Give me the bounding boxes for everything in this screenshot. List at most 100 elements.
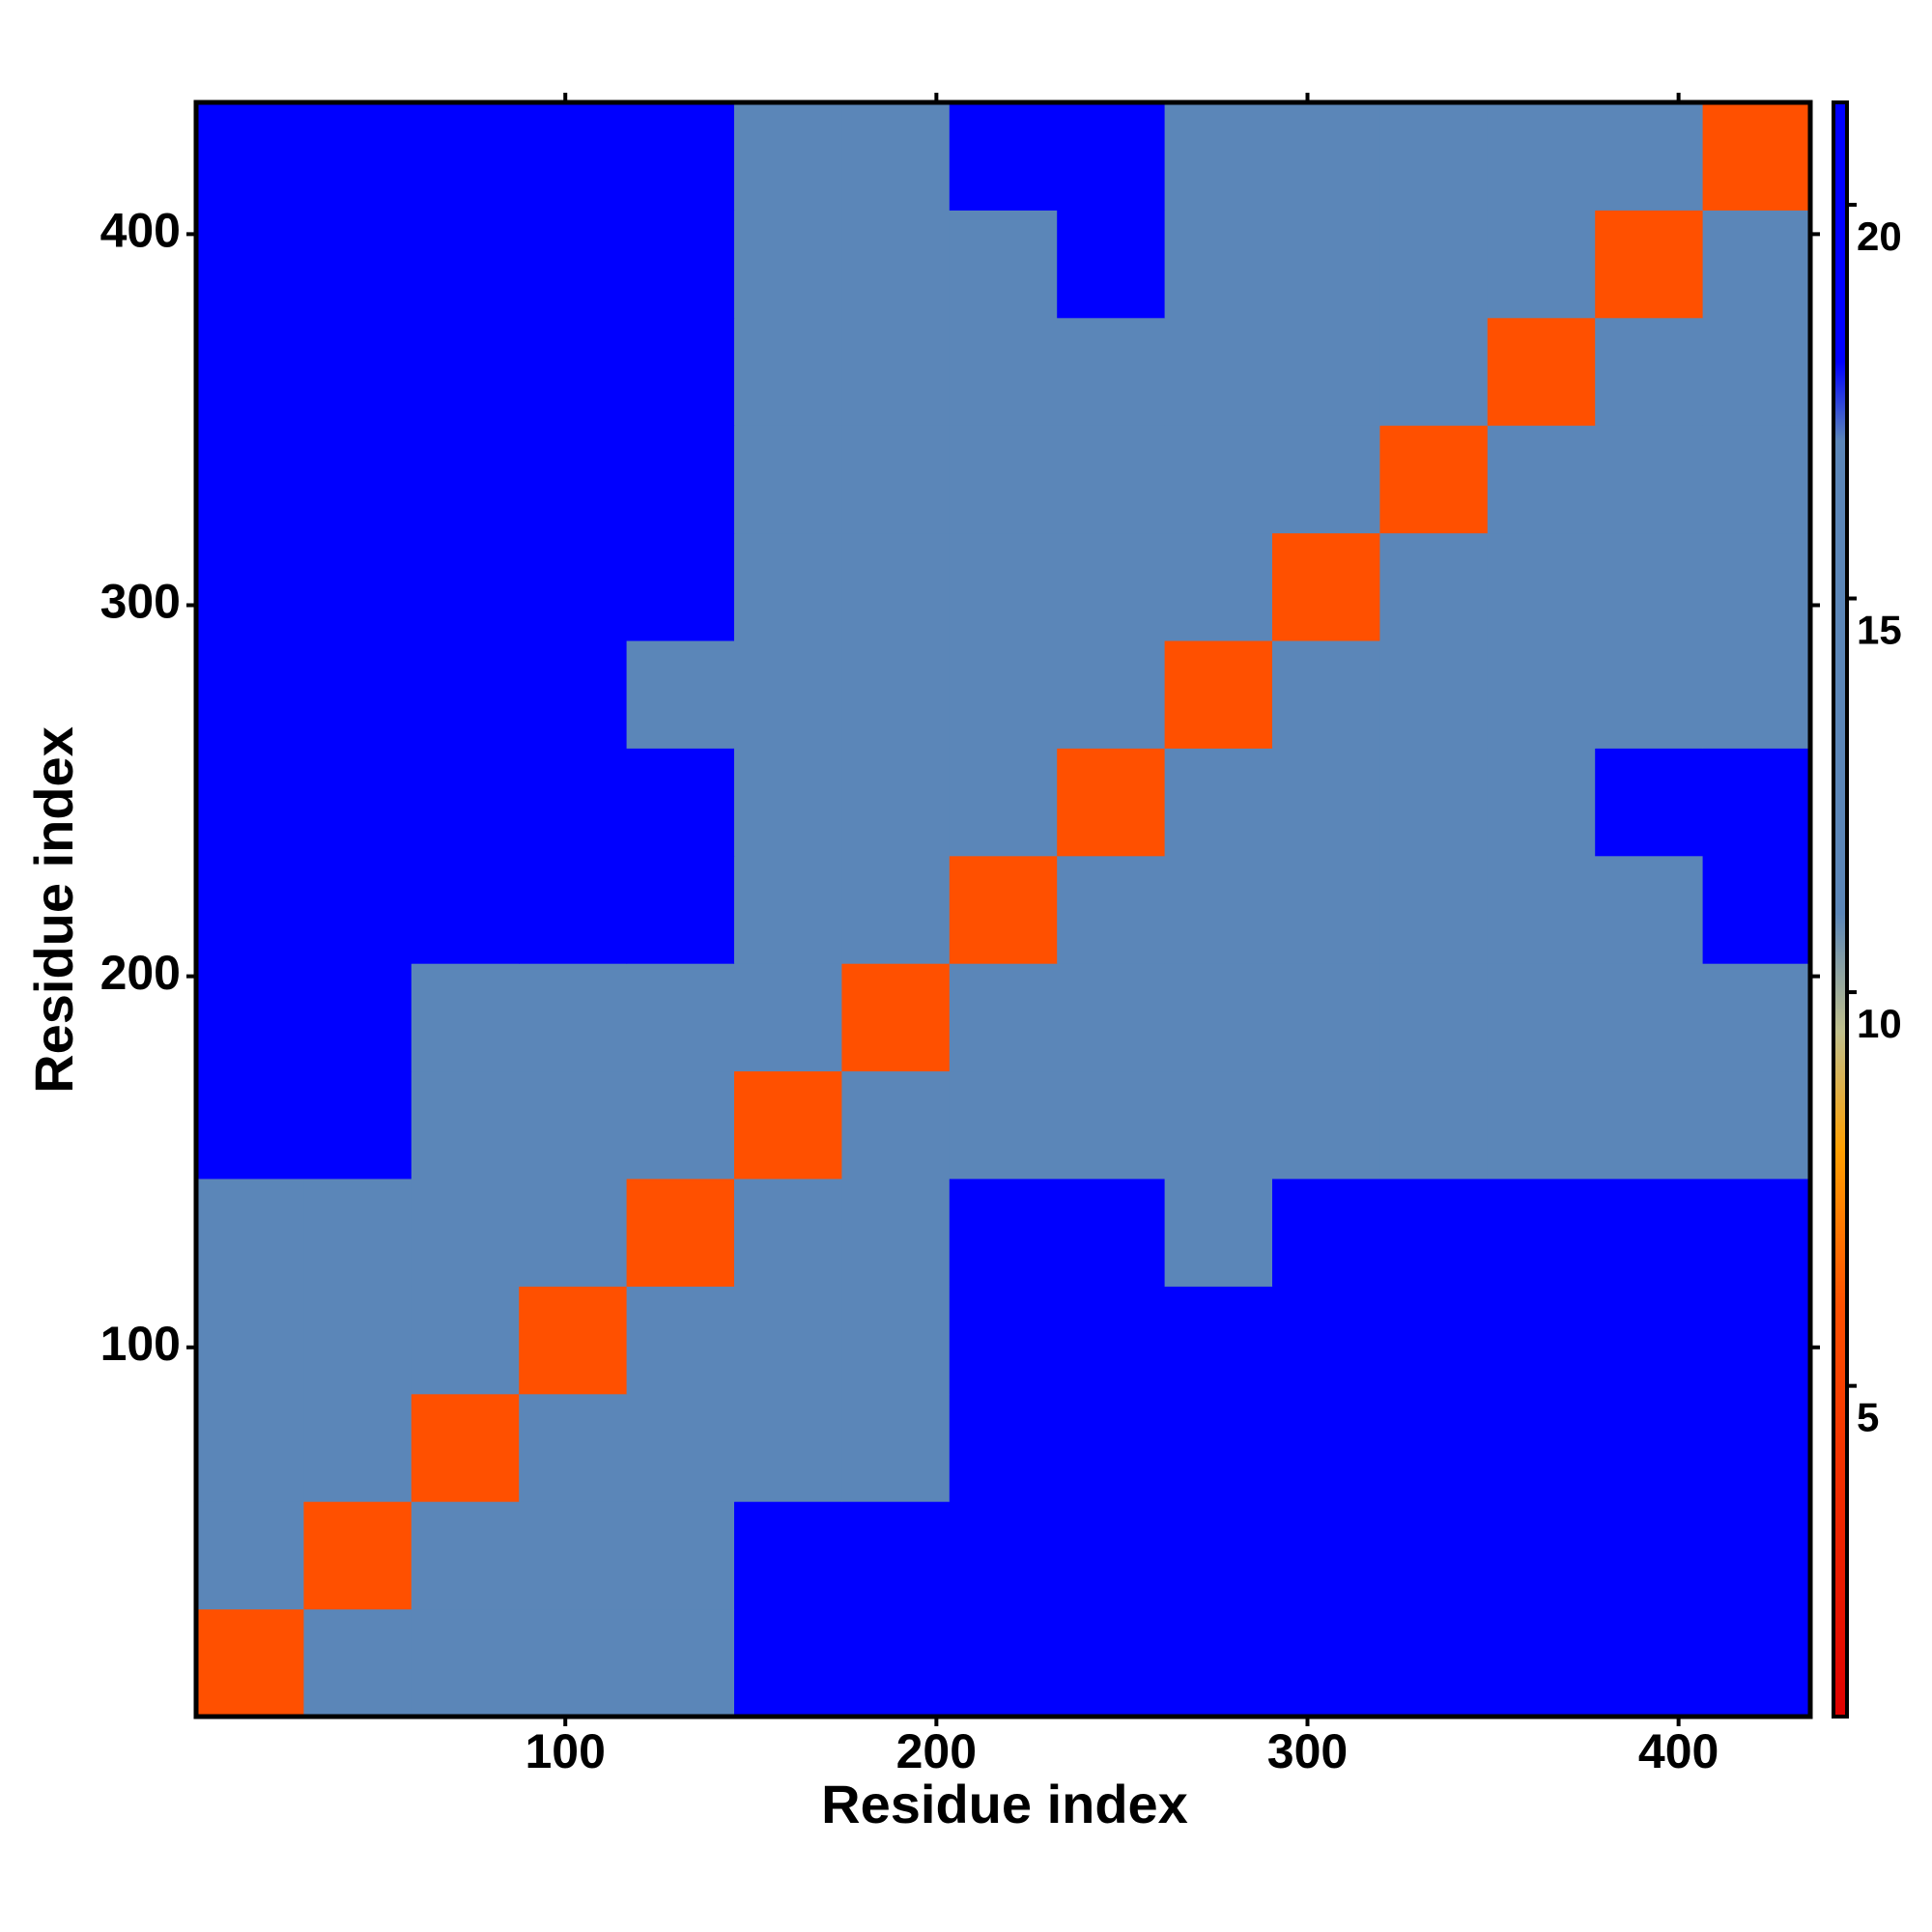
- heatmap-cell: [1487, 855, 1596, 964]
- heatmap-cell: [1595, 425, 1704, 534]
- colorbar-tick-label: 5: [1857, 1395, 1879, 1440]
- heatmap-cell: [196, 1393, 304, 1502]
- heatmap-cell: [1379, 963, 1489, 1072]
- heatmap-cell: [626, 102, 735, 211]
- heatmap-cell: [949, 1286, 1058, 1395]
- colorbar-tick-label: 20: [1857, 213, 1902, 259]
- heatmap-cell: [1272, 210, 1380, 319]
- heatmap-cell: [411, 210, 520, 319]
- heatmap-cell: [626, 1286, 735, 1395]
- heatmap-cell: [196, 1286, 304, 1395]
- heatmap-cell: [949, 532, 1058, 641]
- heatmap-cell: [1702, 748, 1811, 857]
- heatmap-cell: [1702, 1286, 1811, 1395]
- heatmap-cell: [411, 425, 520, 534]
- heatmap-cell: [1595, 963, 1704, 1072]
- heatmap-cell: [841, 1286, 951, 1395]
- heatmap-cell: [1379, 1286, 1489, 1395]
- heatmap-cell: [519, 317, 628, 426]
- heatmap-cell: [949, 963, 1058, 1072]
- heatmap-cell: [1595, 210, 1704, 319]
- heatmap-cell: [1379, 317, 1489, 426]
- heatmap-cell: [1057, 640, 1166, 749]
- heatmap-cell: [1057, 1286, 1166, 1395]
- heatmap-cell: [196, 1179, 304, 1287]
- heatmap-cell: [1702, 210, 1811, 319]
- heatmap-cell: [1164, 963, 1273, 1072]
- heatmap-cell: [841, 102, 951, 211]
- heatmap-cell: [1164, 1501, 1273, 1610]
- heatmap-cell: [196, 210, 304, 319]
- x-axis-title: Residue index: [821, 1774, 1188, 1834]
- heatmap-cell: [734, 1501, 842, 1610]
- heatmap-cell: [303, 748, 412, 857]
- heatmap-cell: [1595, 532, 1704, 641]
- heatmap-cell: [734, 1608, 842, 1718]
- heatmap-cell: [949, 1608, 1058, 1718]
- heatmap-cell: [519, 425, 628, 534]
- heatmap-cell: [734, 317, 842, 426]
- heatmap-cell: [411, 1070, 520, 1179]
- heatmap-cell: [734, 748, 842, 857]
- heatmap-cell: [303, 855, 412, 964]
- heatmap-cell: [1272, 532, 1380, 641]
- heatmap-cell: [411, 317, 520, 426]
- heatmap-cell: [1487, 210, 1596, 319]
- heatmap-cell: [196, 1608, 304, 1718]
- heatmap-cell: [303, 210, 412, 319]
- heatmap-cell: [1595, 317, 1704, 426]
- heatmap-cell: [949, 102, 1058, 211]
- heatmap-cell: [1595, 1070, 1704, 1179]
- heatmap-cell: [1272, 1393, 1380, 1502]
- heatmap-cell: [1057, 855, 1166, 964]
- heatmap-cell: [411, 1393, 520, 1502]
- heatmap-cell: [1487, 1286, 1596, 1395]
- heatmap-cell: [519, 1501, 628, 1610]
- heatmap-cell: [1487, 425, 1596, 534]
- heatmap-cell: [1272, 1501, 1380, 1610]
- heatmap-cell: [519, 855, 628, 964]
- heatmap-cell: [303, 317, 412, 426]
- heatmap-cell: [303, 1179, 412, 1287]
- heatmap-cell: [734, 1286, 842, 1395]
- heatmap-cell: [1595, 1393, 1704, 1502]
- heatmap-cell: [626, 1070, 735, 1179]
- heatmap-cell: [303, 1286, 412, 1395]
- heatmap-cell: [949, 748, 1058, 857]
- heatmap-cell: [626, 855, 735, 964]
- heatmap-cell: [1057, 1501, 1166, 1610]
- heatmap-cell: [1595, 102, 1704, 211]
- heatmap-cell: [1057, 748, 1166, 857]
- heatmap-cell: [1487, 640, 1596, 749]
- heatmap-cell: [1702, 1179, 1811, 1287]
- heatmap-cell: [1595, 1608, 1704, 1718]
- heatmap-cell: [303, 1501, 412, 1610]
- heatmap-cell: [519, 963, 628, 1072]
- colorbar-tick-label: 10: [1857, 1001, 1902, 1046]
- heatmap-cell: [949, 855, 1058, 964]
- heatmap-cell: [519, 532, 628, 641]
- heatmap-cell: [1057, 1070, 1166, 1179]
- heatmap-cell: [1702, 640, 1811, 749]
- heatmap-cell: [626, 1608, 735, 1718]
- heatmap-cell: [519, 1286, 628, 1395]
- heatmap-cell: [1164, 102, 1273, 211]
- heatmap-cell: [519, 102, 628, 211]
- heatmap-cell: [411, 1608, 520, 1718]
- heatmap-cell: [734, 210, 842, 319]
- heatmap-cell: [1057, 210, 1166, 319]
- heatmap-cell: [626, 425, 735, 534]
- heatmap-cell: [1379, 532, 1489, 641]
- heatmap-cell: [1272, 1608, 1380, 1718]
- heatmap-cell: [1595, 1501, 1704, 1610]
- heatmap-cell: [626, 963, 735, 1072]
- heatmap-cell: [519, 1070, 628, 1179]
- heatmap-cell: [1272, 1286, 1380, 1395]
- heatmap-cell: [1702, 1070, 1811, 1179]
- heatmap-cell: [1272, 1070, 1380, 1179]
- heatmap-cell: [626, 748, 735, 857]
- heatmap-cell: [411, 855, 520, 964]
- heatmap-cell: [1595, 855, 1704, 964]
- heatmap-cell: [734, 640, 842, 749]
